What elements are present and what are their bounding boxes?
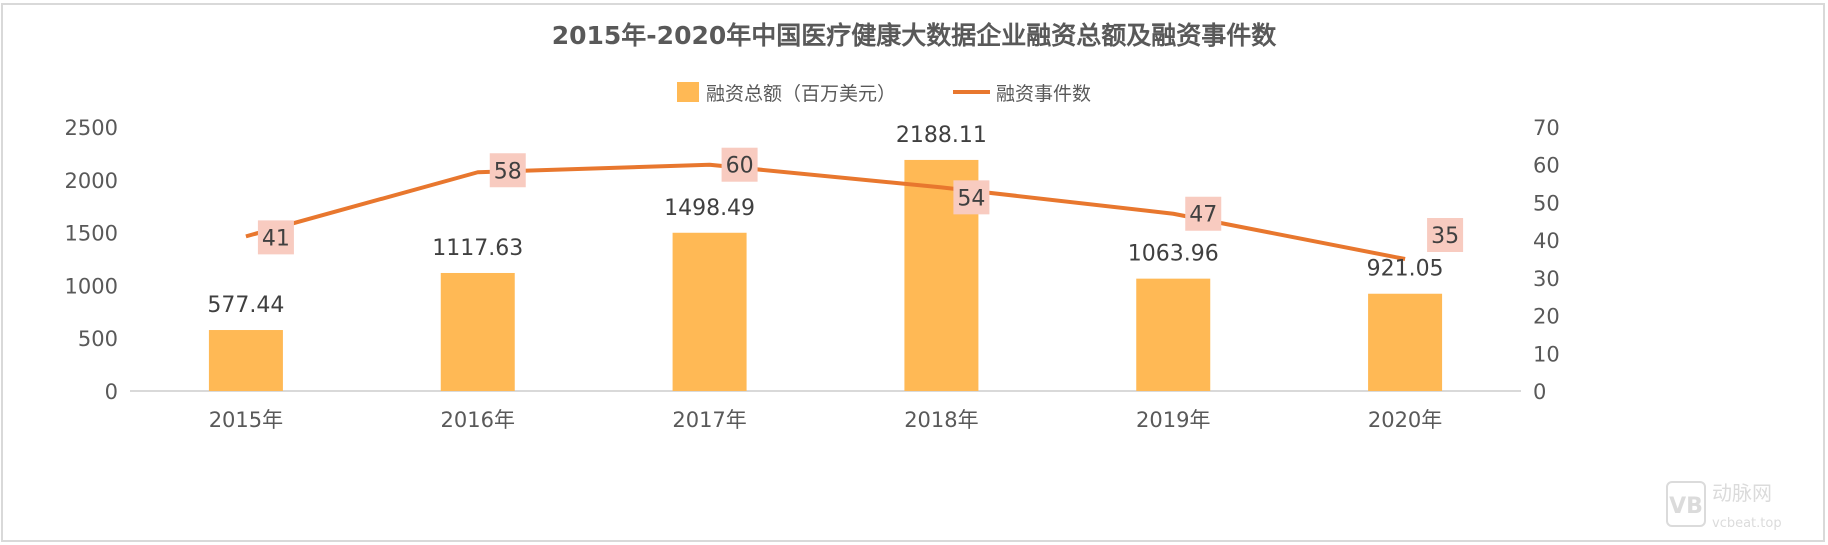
bar xyxy=(1368,293,1443,391)
bar xyxy=(208,330,283,391)
chart-title: 2015年-2020年中国医疗健康大数据企业融资总额及融资事件数 xyxy=(552,21,1278,50)
y-right-tick-label: 40 xyxy=(1533,229,1560,253)
x-tick-label: 2015年 xyxy=(209,408,283,432)
y-left-tick-label: 1500 xyxy=(65,222,118,246)
x-tick-label: 2017年 xyxy=(672,408,746,432)
y-right-tick-label: 10 xyxy=(1533,342,1560,366)
line-data-label-bg xyxy=(1427,218,1464,252)
y-right-tick-label: 30 xyxy=(1533,267,1560,291)
x-tick-label: 2019年 xyxy=(1136,408,1210,432)
y-right-tick-label: 20 xyxy=(1533,305,1560,329)
x-tick-label: 2018年 xyxy=(904,408,978,432)
line-data-label-bg xyxy=(489,153,526,188)
line-data-label-bg xyxy=(721,147,758,182)
bar-data-label: 2188.11 xyxy=(896,123,987,148)
y-left-tick-label: 2500 xyxy=(65,116,118,140)
legend: 融资总额（百万美元） 融资事件数 xyxy=(677,82,1091,105)
legend-swatch-bar xyxy=(677,82,699,102)
y-left-tick-label: 2000 xyxy=(65,169,118,193)
y-right-tick-label: 70 xyxy=(1533,116,1560,140)
y-right-tick-label: 50 xyxy=(1533,191,1560,215)
line-data-label: 58 xyxy=(494,159,522,184)
y-right-tick-label: 0 xyxy=(1533,380,1546,404)
line-data-label: 35 xyxy=(1431,224,1459,249)
line-data-label-bg xyxy=(1185,196,1222,231)
bar xyxy=(440,272,515,391)
line-data-label: 60 xyxy=(726,154,754,179)
bar-data-label: 921.05 xyxy=(1367,257,1444,282)
watermark-text: 动脉网 xyxy=(1712,481,1772,505)
legend-label-bar: 融资总额（百万美元） xyxy=(706,83,896,105)
y-left-tick-label: 500 xyxy=(78,327,118,351)
bar-data-label: 1498.49 xyxy=(664,196,755,221)
x-tick-label: 2016年 xyxy=(441,408,515,432)
bar xyxy=(1136,278,1211,391)
bar-data-label: 577.44 xyxy=(207,293,284,318)
watermark-sub: vcbeat.top xyxy=(1712,516,1782,531)
line-data-label-bg xyxy=(953,180,990,215)
watermark-logo xyxy=(1666,481,1706,527)
legend-label-line: 融资事件数 xyxy=(996,83,1091,105)
watermark-logo-text: VB xyxy=(1669,494,1703,519)
bar-data-label: 1063.96 xyxy=(1128,242,1219,267)
bar-data-label: 1117.63 xyxy=(432,236,523,261)
line-data-label: 41 xyxy=(262,226,290,251)
x-tick-label: 2020年 xyxy=(1368,408,1442,432)
line-data-label: 54 xyxy=(957,186,985,211)
y-right-tick-label: 60 xyxy=(1533,154,1560,178)
line-data-label: 47 xyxy=(1189,203,1217,228)
y-left-tick-label: 0 xyxy=(105,380,118,404)
watermark: VB 动脉网 vcbeat.top xyxy=(1666,481,1782,531)
bar xyxy=(672,232,747,391)
line-data-label-bg xyxy=(257,220,294,255)
y-left-tick-label: 1000 xyxy=(65,274,118,298)
line-series xyxy=(245,162,1406,261)
